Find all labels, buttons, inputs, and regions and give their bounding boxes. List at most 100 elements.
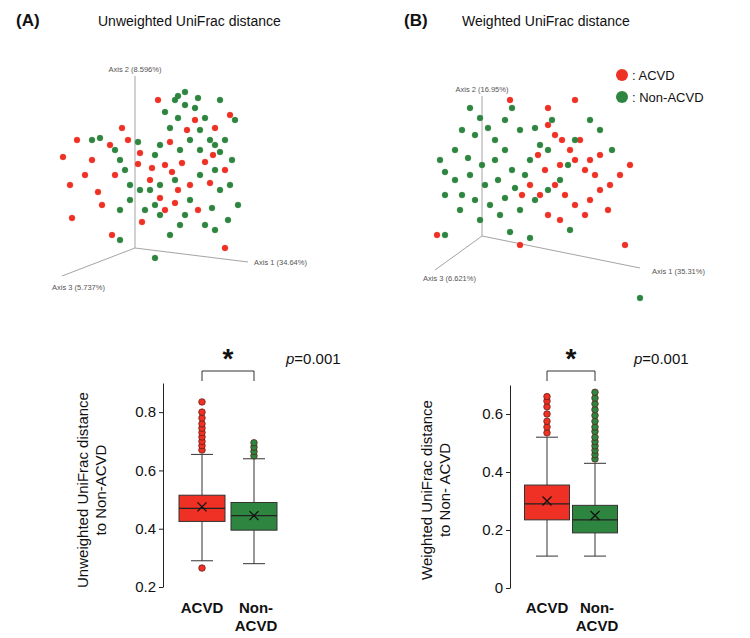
point <box>532 125 538 131</box>
point <box>517 242 523 248</box>
y-tick: 0.2 <box>135 578 163 595</box>
point <box>69 215 75 221</box>
point <box>617 172 623 178</box>
axes-3d <box>435 96 640 270</box>
point <box>179 160 185 166</box>
point <box>157 195 163 201</box>
y-tick: 0.6 <box>135 462 163 479</box>
point <box>227 112 233 118</box>
point <box>137 187 143 193</box>
point <box>222 167 228 173</box>
point <box>67 182 73 188</box>
scatter-panel: (B)Weighted UniFrac distanceAxis 1 (35.3… <box>404 11 705 301</box>
point <box>562 192 568 198</box>
point <box>182 102 188 108</box>
point <box>485 125 491 131</box>
y-tick-mark <box>159 529 163 530</box>
point <box>235 202 241 208</box>
boxes <box>179 399 277 572</box>
y-tick: 0 <box>495 579 510 596</box>
point <box>609 147 615 153</box>
y-tick: 0.4 <box>482 463 510 480</box>
point <box>457 207 463 213</box>
axis-3d-line <box>435 236 482 270</box>
y-tick-label: 0.8 <box>135 403 156 420</box>
point <box>135 139 141 145</box>
box-body <box>525 485 570 520</box>
point <box>187 197 193 203</box>
point <box>197 147 203 153</box>
point <box>192 105 198 111</box>
y-tick-label: 0.2 <box>482 521 503 538</box>
point <box>459 192 465 198</box>
point <box>149 165 155 171</box>
point <box>210 152 216 158</box>
whisker <box>254 459 255 503</box>
point <box>572 137 578 143</box>
point <box>157 142 163 148</box>
y-tick: 0.2 <box>482 521 510 538</box>
median <box>525 503 570 504</box>
point <box>572 97 578 103</box>
outlier <box>199 565 206 572</box>
point <box>552 182 558 188</box>
point <box>227 182 233 188</box>
point <box>537 142 543 148</box>
category-label: ACVD <box>181 599 224 616</box>
point <box>517 207 523 213</box>
point <box>152 202 158 208</box>
significance-star: * <box>223 343 234 374</box>
point <box>527 182 533 188</box>
p-value: p=0.001 <box>633 350 689 367</box>
mean-marker <box>250 511 259 520</box>
point <box>492 157 498 163</box>
point <box>172 177 178 183</box>
point <box>175 187 181 193</box>
axis-label: Axis 1 (35.31%) <box>652 267 705 276</box>
point <box>622 242 628 248</box>
point <box>502 147 508 153</box>
boxes <box>525 389 618 556</box>
axis-label: Axis 3 (6.621%) <box>423 274 476 283</box>
point <box>597 187 603 193</box>
point <box>112 147 118 153</box>
point <box>472 132 478 138</box>
point <box>472 197 478 203</box>
whisker-cap <box>536 437 558 438</box>
point <box>89 137 95 143</box>
point <box>222 137 228 143</box>
point <box>202 159 208 165</box>
legend-marker <box>616 91 628 103</box>
axis-3d-line <box>482 236 640 268</box>
outlier <box>251 439 258 446</box>
box-body <box>179 495 225 521</box>
point <box>552 132 558 138</box>
point <box>519 192 525 198</box>
point <box>229 157 235 163</box>
legend-label: : ACVD <box>632 68 675 83</box>
figure: (A)Unweighted UniFrac distanceAxis 1 (34… <box>0 0 750 638</box>
point <box>442 232 448 238</box>
y-axis-line <box>510 386 511 589</box>
significance-star: * <box>566 343 577 374</box>
point <box>497 212 503 218</box>
point <box>522 172 528 178</box>
y-axis-line <box>163 384 164 588</box>
median <box>179 508 225 509</box>
y-tick-mark <box>159 587 163 588</box>
point <box>587 197 593 203</box>
panel-label: (B) <box>404 11 428 30</box>
point <box>107 142 113 148</box>
point <box>97 135 103 141</box>
point <box>187 182 193 188</box>
point <box>212 167 218 173</box>
point <box>452 147 458 153</box>
whisker-cap <box>243 563 265 564</box>
y-tick-mark <box>506 414 510 415</box>
y-axis-title: Unweighted UniFrac distanceto Non-ACVD <box>74 392 109 588</box>
point <box>195 207 201 213</box>
outlier <box>544 418 551 425</box>
panel-label: (A) <box>16 11 40 30</box>
point <box>175 93 181 99</box>
legend-label: : Non-ACVD <box>632 90 704 105</box>
